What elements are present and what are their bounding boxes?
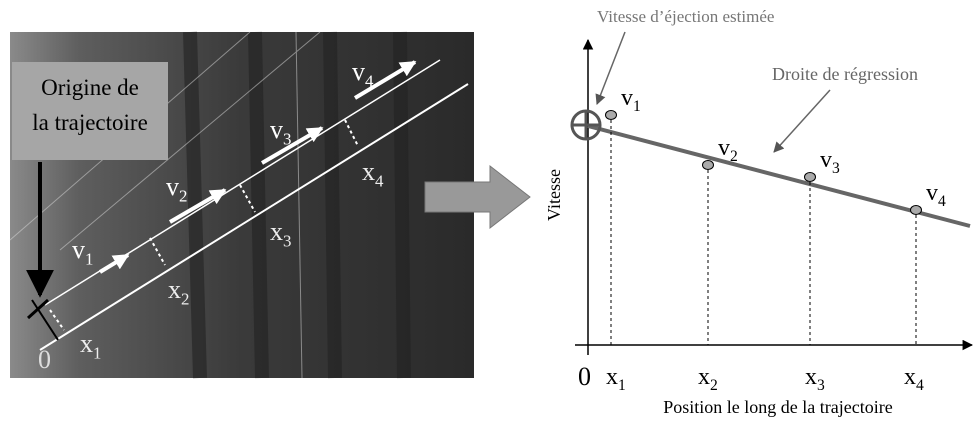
photo-stripes (183, 31, 411, 379)
regression-annotation: Droite de régression (772, 64, 918, 84)
photo-position-label: x2 (168, 275, 189, 309)
photo-position-label: x4 (362, 157, 384, 191)
graph-position-label: x4 (904, 364, 924, 394)
photo-position-label: x3 (270, 217, 291, 251)
photo-position-label-sub: 1 (93, 344, 101, 363)
photo-velocity-label-sub: 2 (179, 187, 187, 206)
graph-velocity-label-base: v (718, 135, 730, 161)
graph: Vitesse d’éjection estimée Droite de rég… (544, 7, 974, 417)
graph-position-label-sub: 4 (916, 377, 924, 394)
graph-position-label: x1 (606, 364, 626, 394)
data-point (804, 172, 816, 182)
photo-velocity-label-base: v (72, 235, 85, 264)
graph-velocity-label-base: v (621, 85, 633, 111)
graph-velocity-label-sub: 2 (730, 148, 738, 165)
photo-velocity-label-base: v (270, 115, 283, 144)
graph-velocity-label-sub: 4 (938, 193, 946, 210)
graph-velocity-label: v3 (820, 147, 840, 177)
graph-position-label-base: x (606, 364, 618, 390)
origin-zero: 0 (38, 345, 51, 374)
graph-velocity-label-sub: 3 (832, 160, 840, 177)
photo-velocity-label-sub: 3 (283, 130, 291, 149)
photo-velocity-label-base: v (166, 172, 179, 201)
photo-position-label-sub: 4 (375, 172, 384, 191)
graph-position-label-base: x (904, 364, 916, 390)
photo-position-label-sub: 3 (283, 232, 291, 251)
graph-velocity-label-base: v (926, 180, 938, 206)
graph-velocity-label-sub: 1 (633, 98, 641, 115)
photo-velocity-label: v4 (352, 57, 374, 91)
photo-velocity-label: v3 (270, 115, 291, 149)
estimate-marker (572, 111, 600, 139)
graph-zero: 0 (578, 362, 591, 391)
graph-position-label-sub: 1 (618, 377, 626, 394)
velocity-arrows (98, 60, 417, 274)
photo-position-label-base: x (168, 275, 181, 304)
photo-position-label-sub: 2 (181, 290, 189, 309)
photo-velocity-label-base: v (352, 57, 365, 86)
data-point (605, 110, 617, 120)
graph-velocity-label: v4 (926, 180, 946, 210)
position-ticks (49, 119, 359, 331)
photo: Origine de la trajectoire 0 v1v2v3v4x1x2… (9, 31, 474, 379)
photo-position-label-base: x (80, 329, 93, 358)
photo-velocity-label: v1 (72, 235, 93, 269)
photo-position-label: x1 (80, 329, 101, 363)
graph-position-label-base: x (698, 364, 710, 390)
origin-label: Origine de (41, 75, 139, 100)
graph-position-label-sub: 2 (710, 377, 718, 394)
x-axis-label: Position le long de la trajectoire (663, 397, 892, 417)
regression-pointer (773, 89, 831, 153)
graph-velocity-label-base: v (820, 147, 832, 173)
photo-velocity-label-sub: 1 (85, 250, 93, 269)
origin-label-box (12, 62, 168, 160)
graph-velocity-label: v2 (718, 135, 738, 165)
regression-line (587, 124, 971, 228)
graph-position-label: x3 (805, 364, 825, 394)
origin-cross (31, 299, 59, 341)
data-point (910, 205, 922, 215)
graph-position-label-base: x (805, 364, 817, 390)
transition-arrow (424, 164, 531, 230)
trajectory-line (39, 83, 469, 351)
origin-label: la trajectoire (32, 110, 148, 135)
data-point (702, 160, 714, 170)
graph-position-label: x2 (698, 364, 718, 394)
photo-position-label-base: x (270, 217, 283, 246)
photo-position-label-base: x (362, 157, 375, 186)
photo-velocity-label: v2 (166, 172, 187, 206)
estimate-pointer (595, 31, 626, 105)
y-axis-label: Vitesse (544, 169, 564, 221)
graph-velocity-label: v1 (621, 85, 641, 115)
graph-position-label-sub: 3 (817, 377, 825, 394)
estimate-annotation: Vitesse d’éjection estimée (597, 7, 774, 26)
photo-velocity-label-sub: 4 (365, 72, 374, 91)
